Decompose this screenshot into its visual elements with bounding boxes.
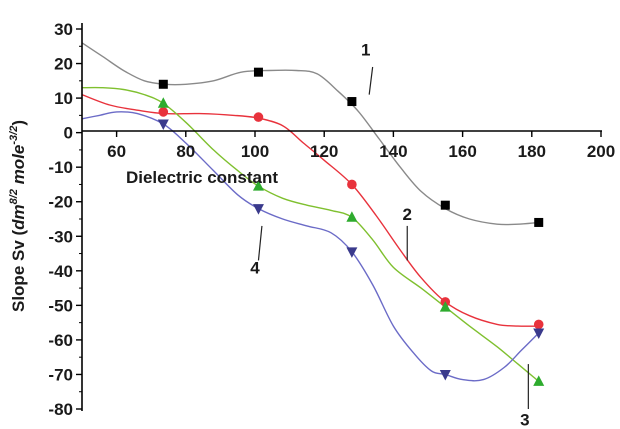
curve-annotations: 1 2 4 3 xyxy=(250,41,529,429)
x-tick-label-160: 160 xyxy=(448,142,476,161)
y-tick-label--40: -40 xyxy=(48,262,73,281)
x-tick-label-60: 60 xyxy=(107,142,126,161)
series-4-point-1 xyxy=(157,119,169,130)
y-tick-label--60: -60 xyxy=(48,331,73,350)
series-3-point-3 xyxy=(346,211,358,222)
y-tick-label-30: 30 xyxy=(54,20,73,39)
series-2-curve xyxy=(81,93,539,327)
y-axis-title-part-5: -3/2 xyxy=(8,126,20,145)
series-3-point-5 xyxy=(533,375,545,386)
series-curves xyxy=(81,42,540,382)
y-tick-label--30: -30 xyxy=(48,227,73,246)
y-tick-label-10: 10 xyxy=(54,89,73,108)
series-1-point-1 xyxy=(158,79,168,89)
series-2-point-5 xyxy=(533,319,544,330)
y-tick-label--80: -80 xyxy=(48,400,73,419)
annotation-4-leader xyxy=(257,225,263,261)
x-tick-label-140: 140 xyxy=(379,142,407,161)
y-axis-title-part-2: dm xyxy=(9,204,28,230)
series-2-point-3 xyxy=(347,179,357,190)
y-tick-label--20: -20 xyxy=(48,193,73,212)
y-tick-label-0: 0 xyxy=(64,124,73,143)
y-tick-label--50: -50 xyxy=(48,296,73,315)
y-axis-title-part-3: 8/2 xyxy=(8,189,20,204)
y-tick-label--10: -10 xyxy=(48,158,73,177)
y-axis-title-group: Slope Sv (dm8/2 mole-3/2) xyxy=(8,120,28,312)
series-4-point-3 xyxy=(346,247,358,258)
annotation-1-label: 1 xyxy=(361,41,370,60)
series-1-point-4 xyxy=(440,200,450,210)
series-2-point-2 xyxy=(253,112,264,122)
series-4-point-5 xyxy=(533,328,545,339)
series-1-point-2 xyxy=(253,67,263,77)
series-1-curve xyxy=(81,42,539,226)
series-1-point-3 xyxy=(347,97,357,107)
series-3-point-4 xyxy=(439,301,451,312)
y-axis-title-part-6: ) xyxy=(9,120,28,126)
x-axis-title: Dielectric constant xyxy=(126,168,278,187)
series-2-point-1 xyxy=(158,107,169,117)
annotation-3-label: 3 xyxy=(520,410,529,429)
series-4-point-4 xyxy=(439,369,451,381)
x-tick-label-200: 200 xyxy=(587,142,615,161)
y-axis-title-part-1: Slope Sv ( xyxy=(9,229,28,312)
series-3-point-1 xyxy=(157,97,169,108)
x-tick-label-100: 100 xyxy=(241,142,269,161)
series-4-point-2 xyxy=(252,204,264,215)
y-tick-label-20: 20 xyxy=(54,55,73,74)
x-tick-label-80: 80 xyxy=(176,142,195,161)
y-tick-label--70: -70 xyxy=(48,365,73,384)
y-axis-title-part-4: mole xyxy=(9,145,28,189)
series-3-point-2 xyxy=(252,180,264,191)
annotation-2-label: 2 xyxy=(403,205,412,224)
x-tick-label-180: 180 xyxy=(518,142,546,161)
series-4-curve xyxy=(81,111,540,382)
annotation-4-label: 4 xyxy=(250,258,260,277)
x-tick-label-120: 120 xyxy=(310,142,338,161)
series-markers xyxy=(157,67,545,386)
series-1-point-5 xyxy=(534,217,544,227)
y-axis-title: Slope Sv (dm8/2 mole-3/2) xyxy=(8,120,28,312)
annotation-1-leader xyxy=(368,66,374,95)
series-3-curve xyxy=(81,86,540,382)
